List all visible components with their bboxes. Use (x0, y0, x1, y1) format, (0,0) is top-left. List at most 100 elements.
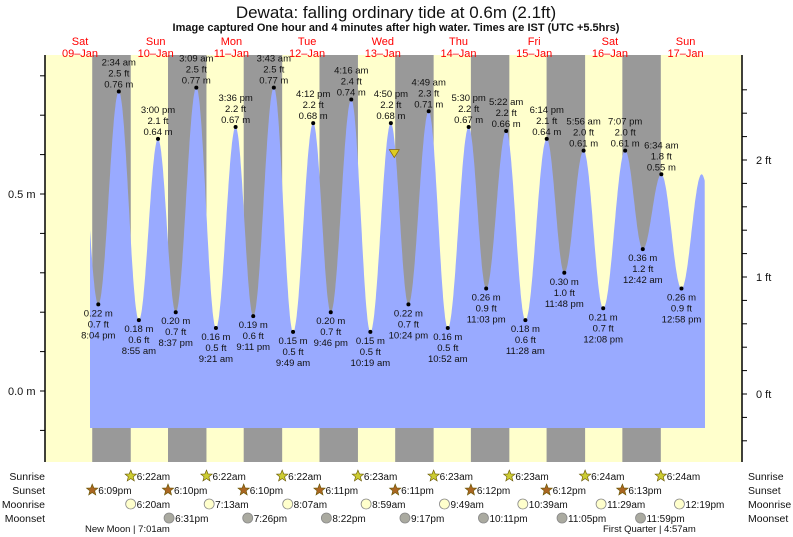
low-tide-point (562, 270, 567, 275)
high-tide-label: 3:36 pm2.2 ft0.67 m (218, 93, 252, 126)
high-tide-label: 3:43 am2.5 ft0.77 m (257, 54, 291, 87)
high-tide-point (504, 128, 509, 133)
sunrise-time: 6:23am (364, 472, 397, 483)
sunrise-icon (578, 469, 592, 482)
sunset-time: 6:10pm (174, 486, 207, 497)
chart-title: Dewata: falling ordinary tide at 0.6m (2… (236, 3, 556, 22)
tide-ft: 0.9 ft (671, 304, 692, 315)
moonset-icon (478, 512, 489, 524)
moon-phase-label: New Moon | 7:01am (85, 524, 170, 535)
tide-ft: 0.7 ft (398, 319, 419, 330)
moonrise-time: 8:59am (372, 500, 405, 511)
moonrise-time: 6:20am (137, 500, 170, 511)
tide-m: 0.67 m (221, 115, 250, 126)
tide-m: 0.15 m (279, 336, 308, 347)
high-tide-label: 6:14 pm2.1 ft0.64 m (530, 105, 564, 138)
left-axis-label: 0.0 m (8, 386, 36, 398)
tide-time: 3:09 am (179, 54, 213, 65)
tide-ft: 2.0 ft (573, 128, 594, 139)
low-tide-point (484, 286, 489, 291)
tide-m: 0.36 m (628, 253, 657, 264)
tide-ft: 2.0 ft (615, 128, 636, 139)
high-tide-point (311, 121, 316, 126)
tide-ft: 2.2 ft (225, 104, 246, 115)
date-label: 09–Jan (62, 48, 98, 60)
sunrise-icon (427, 469, 441, 482)
tide-m: 0.71 m (414, 99, 443, 110)
sunrise-time: 6:23am (515, 472, 548, 483)
sunset-time: 6:11pm (401, 486, 434, 497)
high-tide-point (388, 121, 393, 126)
high-tide-label: 4:12 pm2.2 ft0.68 m (296, 89, 330, 122)
tide-m: 0.16 m (201, 332, 230, 343)
high-tide-point (623, 148, 628, 153)
tide-time: 4:12 pm (296, 89, 330, 100)
tide-time: 12:58 pm (662, 315, 702, 326)
sunset-icon (464, 483, 478, 496)
tide-time: 5:56 am (566, 117, 600, 128)
tide-m: 0.15 m (356, 336, 385, 347)
tide-m: 0.18 m (511, 324, 540, 335)
high-tide-label: 7:07 pm2.0 ft0.61 m (608, 117, 642, 150)
sunset-icon (615, 483, 629, 496)
tide-time: 8:04 pm (81, 330, 115, 341)
chart-subtitle: Image captured One hour and 4 minutes af… (173, 22, 620, 34)
moonset-time: 9:17pm (411, 514, 444, 525)
tide-time: 8:55 am (122, 346, 156, 357)
moonrise-icon (360, 498, 372, 510)
high-tide-point (544, 136, 549, 141)
tide-ft: 2.5 ft (186, 65, 207, 76)
day-label: Wed (372, 36, 394, 48)
moonset-time: 11:59pm (647, 514, 685, 525)
moonrise-time: 9:49am (450, 500, 483, 511)
low-tide-point (173, 310, 178, 315)
moonset-time: 11:05pm (568, 514, 606, 525)
tide-m: 0.19 m (239, 320, 268, 331)
high-tide-label: 5:30 pm2.2 ft0.67 m (452, 93, 486, 126)
low-tide-label: 0.22 m0.7 ft8:04 pm (81, 308, 115, 341)
tide-time: 10:24 pm (389, 330, 429, 341)
low-tide-point (136, 318, 141, 323)
tide-ft: 0.7 ft (165, 327, 186, 338)
tide-ft: 0.7 ft (320, 327, 341, 338)
date-label: 15–Jan (516, 48, 552, 60)
moonrise-icon (282, 498, 294, 510)
moonset-icon (320, 512, 332, 524)
tide-ft: 2.5 ft (108, 69, 129, 80)
low-tide-point (601, 306, 606, 311)
tide-m: 0.74 m (337, 87, 366, 98)
sunrise-time: 6:24am (591, 472, 624, 483)
low-tide-label: 0.19 m0.6 ft9:11 pm (236, 320, 270, 353)
tide-time: 9:11 pm (236, 342, 270, 353)
tide-m: 0.22 m (394, 308, 423, 319)
moonrise-time: 8:07am (294, 500, 327, 511)
tide-m: 0.55 m (647, 162, 676, 173)
tide-time: 4:49 am (412, 77, 446, 88)
moonset-time: 7:26pm (254, 514, 287, 525)
date-label: 13–Jan (365, 48, 401, 60)
low-tide-point (213, 325, 218, 330)
tide-m: 0.68 m (376, 111, 405, 122)
tide-m: 0.26 m (472, 293, 501, 304)
sunrise-time: 6:22am (137, 472, 170, 483)
high-tide-point (659, 172, 664, 177)
tide-time: 6:14 pm (530, 105, 564, 116)
moonrise-time: 10:39am (529, 500, 568, 511)
sunset-time: 6:10pm (250, 486, 283, 497)
low-tide-point (523, 318, 528, 323)
tide-ft: 2.1 ft (147, 116, 168, 127)
moonrise-icon (517, 498, 529, 510)
date-label: 14–Jan (440, 48, 476, 60)
left-axis-label: 0.5 m (8, 189, 36, 201)
sunset-time: 6:13pm (628, 486, 661, 497)
moonset-icon (635, 512, 646, 524)
low-tide-point (368, 329, 373, 334)
tide-m: 0.67 m (454, 115, 483, 126)
low-tide-point (406, 302, 411, 307)
sunrise-icon (502, 469, 516, 482)
tide-time: 3:00 pm (141, 105, 175, 116)
day-label: Fri (528, 36, 541, 48)
right-axis-label: 0 ft (756, 389, 771, 401)
moonset-row-label-right: Moonset (748, 513, 788, 525)
